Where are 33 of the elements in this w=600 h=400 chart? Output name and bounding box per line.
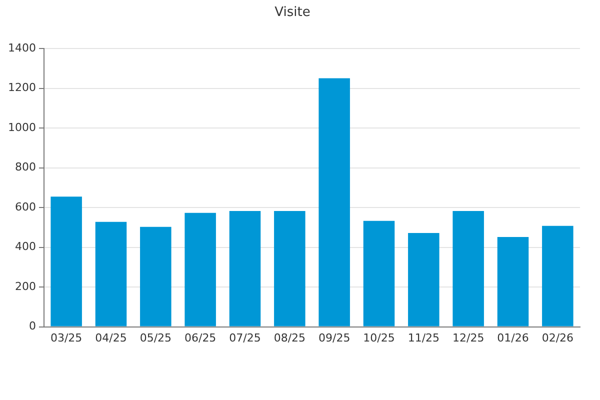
bar <box>274 210 306 326</box>
bar <box>408 233 440 326</box>
x-tick-label: 10/25 <box>363 331 395 344</box>
x-tick-label: 07/25 <box>229 331 261 344</box>
y-tick-label: 1200 <box>8 81 36 94</box>
bar <box>542 226 574 326</box>
x-tick-label: 01/26 <box>497 331 529 344</box>
x-tick-label: 05/25 <box>140 331 172 344</box>
x-tick-label: 02/26 <box>542 331 574 344</box>
x-tick-label: 08/25 <box>274 331 306 344</box>
x-tick-label: 09/25 <box>318 331 350 344</box>
y-tick-label: 1400 <box>8 41 36 54</box>
bar <box>140 226 172 326</box>
y-tick-label: 600 <box>14 200 36 214</box>
x-tick-label: 06/25 <box>184 331 216 344</box>
x-tick-label: 11/25 <box>408 331 440 344</box>
x-tick-label: 12/25 <box>452 331 484 344</box>
y-tick-label: 1000 <box>8 120 36 134</box>
x-tick-label: 04/25 <box>95 331 127 344</box>
y-tick-label: 200 <box>14 280 36 293</box>
bar <box>363 220 395 326</box>
bar <box>95 222 127 326</box>
y-tick-label: 400 <box>14 240 36 254</box>
x-tick-label: 03/25 <box>50 331 82 344</box>
bar <box>184 212 216 326</box>
bar <box>497 236 529 326</box>
y-tick-label: 0 <box>28 320 36 333</box>
bar <box>318 78 350 326</box>
y-tick-label: 800 <box>14 160 36 174</box>
bar <box>50 196 82 326</box>
bar <box>229 210 261 326</box>
bar <box>452 210 484 326</box>
chart-title: Visite <box>274 5 310 20</box>
